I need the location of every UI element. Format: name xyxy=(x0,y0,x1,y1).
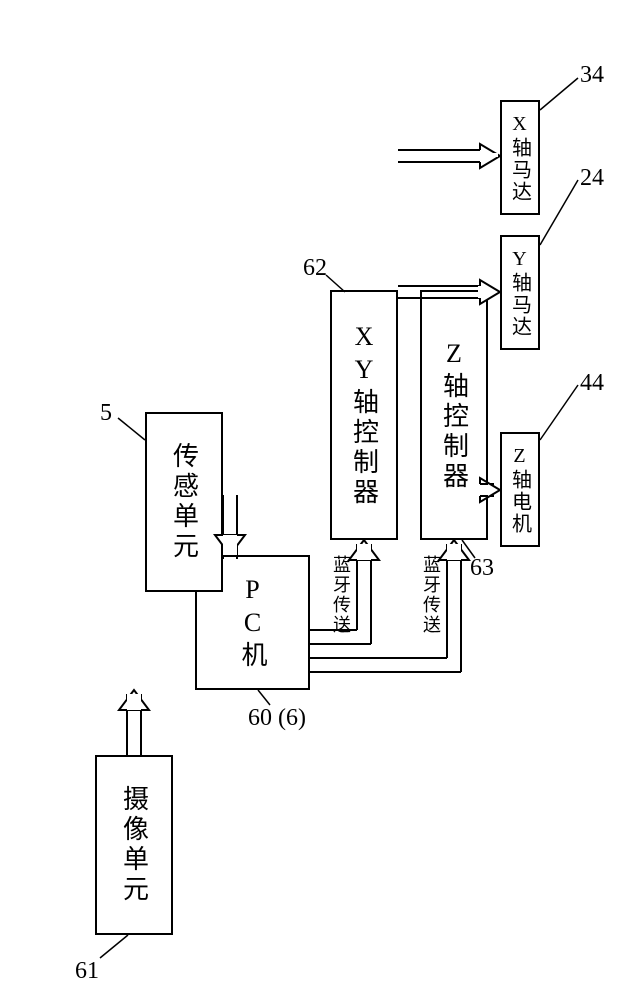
node-zctrl-label: Z轴控制器 xyxy=(436,339,473,492)
diagram-stage: 摄像单元 PC机 传感单元 XY轴控制器 Z轴控制器 X轴马达 Y轴马达 Z轴电… xyxy=(0,0,632,1000)
node-xyctrl: XY轴控制器 xyxy=(330,290,398,540)
leader-xmotor xyxy=(540,78,578,110)
node-zmotor: Z轴电机 xyxy=(500,432,540,547)
ref-xyctrl: 62 xyxy=(303,255,327,282)
node-ymotor: Y轴马达 xyxy=(500,235,540,350)
leader-zmotor xyxy=(540,385,578,440)
edge-label-bt2: 蓝牙传送 xyxy=(418,555,444,635)
ref-pc: 60 (6) xyxy=(248,705,306,732)
node-zmotor-label: Z轴电机 xyxy=(506,445,535,535)
ref-xmotor: 34 xyxy=(580,62,604,89)
arrow-xyctrl-xmotor-2 xyxy=(398,144,500,290)
node-xmotor-label: X轴马达 xyxy=(506,113,535,203)
node-xmotor: X轴马达 xyxy=(500,100,540,215)
arrow-xyctrl-xmotor xyxy=(364,155,496,290)
ref-ymotor: 24 xyxy=(580,165,604,192)
node-camera: 摄像单元 xyxy=(95,755,173,935)
node-xyctrl-label: XY轴控制器 xyxy=(346,322,383,508)
ref-sensor: 5 xyxy=(100,400,112,427)
node-ymotor-label: Y轴马达 xyxy=(506,248,535,338)
leader-ymotor xyxy=(540,180,578,245)
leader-sensor xyxy=(118,418,145,440)
ref-zmotor: 44 xyxy=(580,370,604,397)
node-sensor: 传感单元 xyxy=(145,412,223,592)
ref-camera: 61 xyxy=(75,958,99,985)
node-pc-label: PC机 xyxy=(234,575,271,671)
arrow-camera-pc xyxy=(119,690,149,755)
edge-label-bt1: 蓝牙传送 xyxy=(328,555,354,635)
node-camera-label: 摄像单元 xyxy=(116,785,153,905)
node-sensor-label: 传感单元 xyxy=(166,442,203,562)
leader-pc xyxy=(258,690,270,705)
ref-zctrl: 63 xyxy=(470,555,494,582)
leader-camera xyxy=(100,935,128,958)
node-zctrl: Z轴控制器 xyxy=(420,290,488,540)
